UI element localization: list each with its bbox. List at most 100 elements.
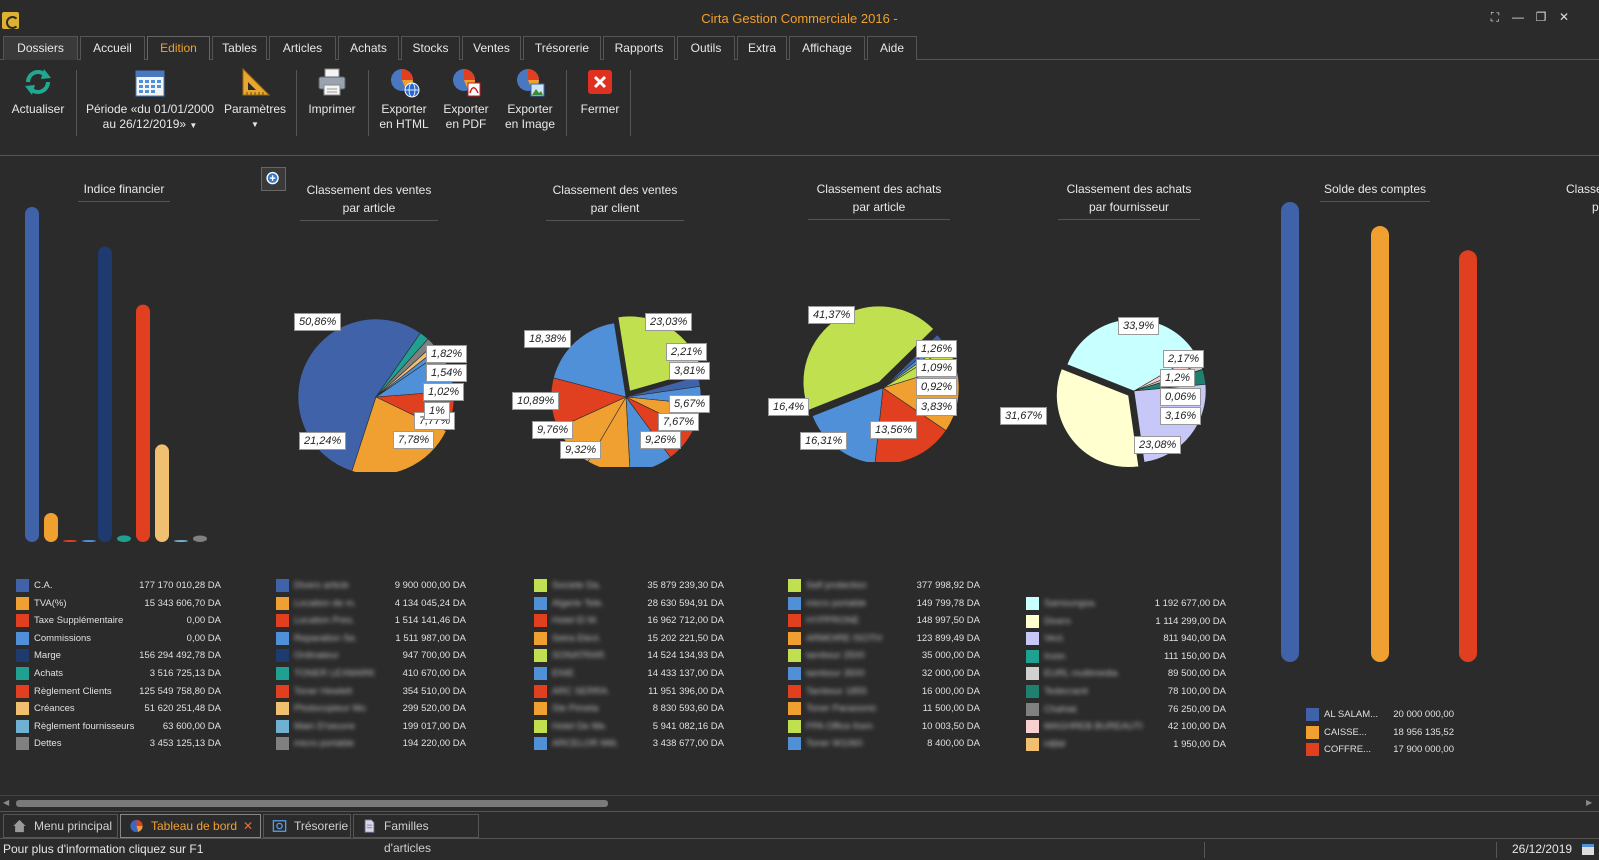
legend-swatch bbox=[534, 737, 547, 751]
app-logo-icon[interactable] bbox=[2, 12, 19, 29]
legend-item: Achats 3 516 725,13 DA bbox=[16, 667, 231, 684]
home-icon bbox=[13, 819, 26, 833]
legend-label: Self protection bbox=[806, 580, 867, 591]
fermer-button[interactable]: Fermer bbox=[570, 66, 630, 150]
tab-ventes[interactable]: Ventes bbox=[462, 36, 521, 60]
export-html-button[interactable]: Exporter en HTML bbox=[374, 66, 434, 150]
pie-pct-label: 5,67% bbox=[669, 395, 711, 413]
tab-outils[interactable]: Outils bbox=[677, 36, 735, 60]
legend-item: CAISSE... 18 956 135,52 bbox=[1306, 725, 1456, 743]
tab-edition[interactable]: Edition bbox=[147, 36, 210, 60]
tab-tresorerie-doc[interactable]: Trésorerie bbox=[263, 814, 351, 838]
pie-pct-label: 9,76% bbox=[532, 421, 574, 439]
export-pdf-button[interactable]: Exporter en PDF bbox=[436, 66, 496, 150]
legend-label: Hotel El M. bbox=[552, 615, 599, 627]
tab-menu-principal[interactable]: Menu principal bbox=[3, 814, 118, 838]
legend-swatch bbox=[1026, 632, 1039, 646]
pie-pct-label: 31,67% bbox=[1000, 407, 1048, 425]
scroll-left-icon[interactable]: ◀ bbox=[3, 798, 10, 807]
pie-pct-label: 33,9% bbox=[1118, 317, 1160, 335]
legend-item: Toner Hewlett 354 510,00 DA bbox=[276, 684, 466, 702]
legend-swatch bbox=[1026, 702, 1039, 716]
legend-label: Hotel De Me. bbox=[552, 720, 608, 732]
legend-value: 89 500,00 DA bbox=[1167, 668, 1226, 680]
tab-accueil[interactable]: Accueil bbox=[80, 36, 145, 60]
pie-pct-label: 0,06% bbox=[1160, 388, 1202, 406]
tab-familles-articles[interactable]: Familles d'articles bbox=[353, 814, 479, 855]
legend-swatch bbox=[16, 719, 29, 733]
tab-extra[interactable]: Extra bbox=[737, 36, 787, 60]
legend-label: Règlement fournisseurs bbox=[34, 720, 135, 732]
export-image-button[interactable]: Exporter en Image bbox=[498, 66, 562, 150]
legend-swatch bbox=[788, 631, 801, 645]
legend-label: TVA(%) bbox=[34, 597, 67, 609]
actualiser-button[interactable]: Actualiser bbox=[8, 66, 68, 150]
pie-pct-label: 9,26% bbox=[640, 431, 682, 449]
tab-achats[interactable]: Achats bbox=[338, 36, 399, 60]
legend-item: ENIE 14 433 137,00 DA bbox=[534, 667, 724, 684]
legend-item: Créances 51 620 251,48 DA bbox=[16, 702, 231, 719]
close-icon[interactable]: ✕ bbox=[1558, 10, 1570, 24]
legend-label: EURL multimedia bbox=[1044, 668, 1118, 680]
indice-bar bbox=[193, 535, 207, 542]
legend-value: 14 433 137,00 DA bbox=[647, 668, 724, 679]
ventes-client-legend: Societe Da. 35 879 239,30 DA Algerie Tele.… bbox=[534, 579, 724, 759]
ventes-article-title: Classement des ventes par article bbox=[300, 181, 438, 221]
tab-tableau-de-bord[interactable]: Tableau de bord ✕ bbox=[120, 814, 261, 838]
tab-dossiers[interactable]: Dossiers bbox=[3, 36, 78, 60]
legend-label: Créances bbox=[34, 703, 75, 715]
pie-pct-label: 2,17% bbox=[1163, 350, 1205, 368]
ribbon-toolbar: Actualiser Période «du 01/01/2000 au 26/… bbox=[0, 60, 1599, 156]
legend-item: HYPPRONE 148 997,50 DA bbox=[788, 614, 980, 631]
indice-bar-chart bbox=[25, 207, 207, 543]
tab-rapports[interactable]: Rapports bbox=[603, 36, 675, 60]
legend-label: Location Pres. bbox=[294, 615, 355, 627]
legend-swatch bbox=[16, 579, 29, 592]
legend-value: 299 520,00 DA bbox=[402, 703, 466, 715]
restore-icon[interactable]: ❐ bbox=[1535, 10, 1547, 24]
parametres-button[interactable]: Paramètres ▼ bbox=[222, 66, 288, 150]
legend-item: Location Pres. 1 514 141,46 DA bbox=[276, 614, 466, 631]
tab-affichage[interactable]: Affichage bbox=[789, 36, 865, 60]
legend-label: ARMOIRE ISOTH bbox=[806, 632, 883, 644]
achats-article-legend: Self protection 377 998,92 DA micro portab… bbox=[788, 579, 980, 759]
legend-label: Chahial. bbox=[1044, 703, 1079, 715]
legend-label: Divers article bbox=[294, 580, 349, 591]
tab-aide[interactable]: Aide bbox=[867, 36, 917, 60]
legend-swatch bbox=[1026, 614, 1039, 628]
calendar-small-icon[interactable] bbox=[1581, 842, 1595, 856]
legend-value: 42 100,00 DA bbox=[1167, 721, 1226, 733]
legend-label: Setra Elect. bbox=[552, 632, 602, 644]
fullscreen-icon[interactable]: ⛶ bbox=[1490, 10, 1500, 24]
imprimer-button[interactable]: Imprimer bbox=[302, 66, 362, 150]
close-tab-icon[interactable]: ✕ bbox=[243, 819, 254, 833]
zoom-button[interactable] bbox=[261, 167, 286, 191]
scroll-thumb[interactable] bbox=[16, 800, 608, 807]
ventes-client-pct-labels: 23,03% 18,38% 10,89% 9,76% 9,32% 9,26% 7,67% 5,… bbox=[0, 157, 711, 459]
legend-swatch bbox=[534, 596, 547, 610]
legend-label: Achats bbox=[34, 668, 64, 679]
legend-swatch bbox=[1306, 725, 1319, 739]
ventes-client-title: Classement des ventes par client bbox=[546, 181, 684, 221]
legend-value: 28 630 594,91 DA bbox=[647, 597, 724, 609]
tab-articles[interactable]: Articles bbox=[269, 36, 336, 60]
tab-tables[interactable]: Tables bbox=[212, 36, 267, 60]
legend-item: tambour 2500 35 000,00 DA bbox=[788, 649, 980, 666]
legend-swatch bbox=[788, 614, 801, 628]
legend-label: micro portable bbox=[294, 738, 355, 750]
tab-stocks[interactable]: Stocks bbox=[401, 36, 460, 60]
legend-item: micro portable 149 799,78 DA bbox=[788, 596, 980, 614]
horizontal-scrollbar[interactable]: ◀ ▶ bbox=[0, 795, 1599, 811]
legend-swatch bbox=[1026, 737, 1039, 751]
minimize-icon[interactable]: — bbox=[1512, 10, 1524, 24]
pie-pct-label: 16,31% bbox=[800, 432, 848, 450]
legend-label: Ordinateur bbox=[294, 650, 339, 662]
legend-item: HBM 1 950,00 DA bbox=[1026, 737, 1226, 755]
legend-item: ARMOIRE ISOTH 123 899,49 DA bbox=[788, 631, 980, 649]
tab-tresorerie[interactable]: Trésorerie bbox=[523, 36, 601, 60]
legend-swatch bbox=[1026, 649, 1039, 663]
periode-button[interactable]: Période «du 01/01/2000 au 26/12/2019» ▼ bbox=[84, 66, 216, 150]
pie-pct-label: 21,24% bbox=[299, 432, 347, 450]
scroll-right-icon[interactable]: ▶ bbox=[1586, 798, 1593, 807]
legend-item: Tambour 1855 16 000,00 DA bbox=[788, 684, 980, 702]
